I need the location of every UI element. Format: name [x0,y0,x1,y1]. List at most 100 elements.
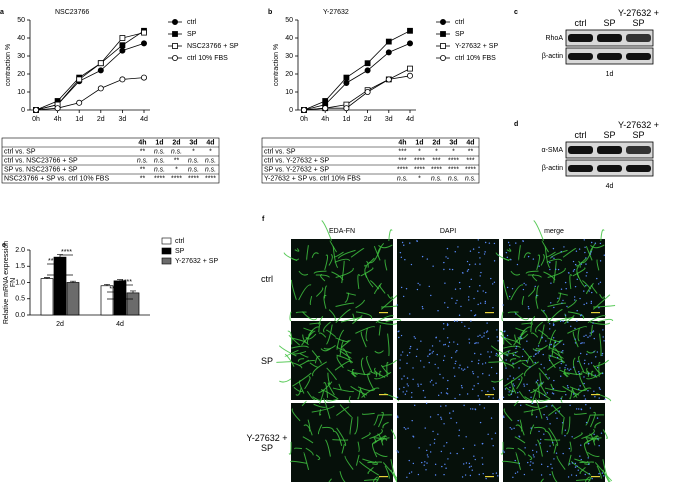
nucleus [397,416,399,419]
fiber [548,427,559,447]
table-row-label: NSC23766 + SP vs. ctrl 10% FBS [4,175,109,182]
nucleus [589,253,592,255]
nucleus [590,362,593,364]
fiber [530,323,534,333]
fiber [591,370,594,377]
micrograph-background [397,321,499,400]
table-cell: n.s. [431,175,442,182]
nucleus [538,350,540,353]
nucleus [470,465,472,467]
fiber [357,274,361,290]
nucleus [587,457,589,459]
fiber [279,378,292,383]
nucleus [543,367,545,369]
fiber [561,417,565,435]
nucleus [546,416,548,419]
fiber [562,247,577,258]
fiber [540,478,544,482]
nucleus [580,314,583,316]
nucleus [543,394,546,397]
nucleus [527,306,530,308]
table-border [261,137,480,184]
nucleus [474,314,477,316]
fiber [532,389,551,400]
fiber [585,476,590,482]
nucleus [566,368,569,370]
nucleus [434,474,437,476]
fiber [580,247,593,264]
nucleus [406,354,409,357]
legend-label: Y-27632 + SP [455,43,498,50]
fiber [536,285,540,299]
nucleus [507,241,510,244]
fiber [290,460,308,464]
nucleus [417,473,420,476]
blot-band [568,165,593,172]
nucleus [444,282,446,284]
nucleus [462,369,464,371]
fiber [378,324,381,336]
nucleus [436,353,438,356]
nucleus [437,367,439,369]
fiber [551,471,558,482]
nucleus [511,428,513,430]
nucleus [431,345,434,347]
nucleus [532,462,534,464]
y-tick-label: 20 [285,71,293,78]
fiber [342,348,352,364]
nucleus [471,360,473,363]
table-cell: n.s. [205,166,216,173]
scale-bar [591,476,600,478]
fiber [543,271,556,281]
nucleus [567,272,570,274]
nucleus [478,359,480,361]
nucleus [594,396,596,398]
nucleus [412,435,414,437]
fiber [336,427,347,447]
micrograph [396,320,500,401]
micrograph [500,390,613,482]
nucleus [526,383,528,386]
fiber [578,261,581,268]
nucleus [460,385,463,387]
nucleus [532,449,534,452]
fiber [503,345,521,349]
bar [126,292,140,316]
nucleus [483,335,485,337]
table-cell: ** [140,166,146,173]
nucleus [579,385,581,387]
table-cell: **** [414,157,425,164]
fiber [569,387,574,400]
fiber [521,362,530,368]
nucleus [495,354,497,356]
nucleus [468,299,470,301]
nucleus [495,352,498,355]
nucleus [492,307,494,309]
nucleus [483,332,485,334]
nucleus [531,469,533,471]
nucleus [464,325,466,327]
nucleus [508,391,510,393]
table-cell: * [435,148,438,155]
fiber [291,408,301,422]
nucleus [470,310,472,312]
nucleus [557,297,559,300]
nucleus [456,299,458,302]
fiber [374,282,382,295]
table-cell: **** [205,175,216,182]
nucleus [447,306,449,309]
fiber [375,315,394,324]
nucleus [590,251,592,253]
nucleus [404,393,407,395]
nucleus [574,466,577,468]
nucleus [527,461,529,464]
nucleus [487,433,489,435]
lane-label: SP [603,18,616,28]
y-tick-label: 0 [289,107,293,114]
nucleus [570,474,573,476]
nucleus [549,423,551,425]
panel-letter: f [262,216,265,223]
nucleus [481,363,484,365]
nucleus [574,299,576,301]
fiber [326,324,333,345]
